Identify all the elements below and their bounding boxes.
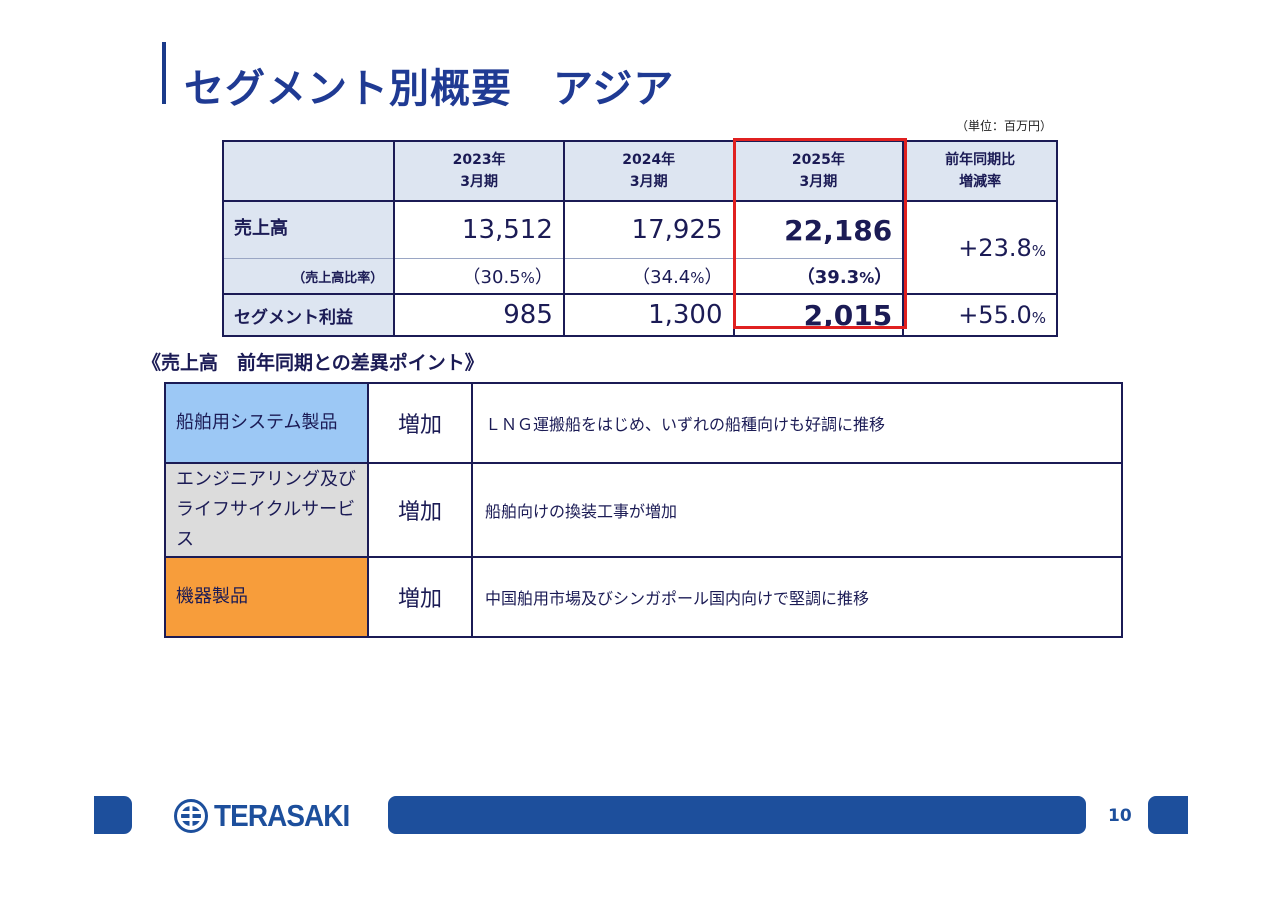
category-equipment: 機器製品 [164, 556, 369, 638]
category-marine-systems: 船舶用システム製品 [164, 382, 369, 464]
fy2025-highlight-box [733, 138, 907, 329]
segment-profit-fy2024: 1,300 [562, 293, 735, 337]
category-engineering-lifecycle: エンジニアリング及び ライフサイクルサービス [164, 462, 369, 558]
segment-profit-fy2023: 985 [393, 293, 565, 337]
unit-note: （単位：百万円） [956, 119, 1053, 133]
table-header-row: 2023年 3月期 2024年 3月期 2025年 3月期 前年同期比 増減率 [221, 140, 1058, 202]
title-accent-bar [162, 42, 166, 104]
financial-table: 2023年 3月期 2024年 3月期 2025年 3月期 前年同期比 増減率 売上高 … [221, 140, 1058, 337]
segment-profit-label: セグメント利益 [221, 293, 396, 337]
terasaki-logo: TERASAKI [174, 798, 364, 834]
header-empty [221, 140, 396, 202]
sales-change: +23.8% [902, 200, 1058, 295]
sales-fy2025: 22,186 [732, 200, 905, 259]
point-description: 船舶向けの換装工事が増加 [471, 462, 1123, 558]
logo-text: TERASAKI [214, 798, 350, 833]
section-title: 《売上高 前年同期との差異ポイント》 [142, 352, 484, 374]
table-row-ratio: （売上高比率） （30.5%） （34.4%） （39.3%） [221, 258, 1057, 295]
footer-bar [388, 796, 1086, 834]
footer-right-block [1148, 796, 1188, 834]
header-fy2024: 2024年 3月期 [562, 140, 735, 202]
header-fy2023: 2023年 3月期 [393, 140, 565, 202]
sales-fy2024: 17,925 [562, 200, 735, 259]
table-row: 機器製品 増加 中国舶用市場及びシンガポール国内向けで堅調に推移 [164, 556, 1123, 638]
change-word: 増加 [367, 462, 473, 558]
table-row: エンジニアリング及び ライフサイクルサービス 増加 船舶向けの換装工事が増加 [164, 462, 1123, 558]
table-row: 船舶用システム製品 増加 ＬＮＧ運搬船をはじめ、いずれの船種向けも好調に推移 [164, 382, 1123, 464]
footer-left-block [94, 796, 132, 834]
sales-fy2023: 13,512 [393, 200, 565, 259]
header-yoy-change: 前年同期比 増減率 [902, 140, 1058, 202]
page-title: セグメント別概要 アジア [184, 66, 675, 112]
page-number: 10 [1108, 806, 1132, 826]
table-row-segment-profit: セグメント利益 985 1,300 2,015 +55.0% [221, 293, 1058, 337]
points-table: 船舶用システム製品 増加 ＬＮＧ運搬船をはじめ、いずれの船種向けも好調に推移 エ… [164, 382, 1123, 638]
header-fy2025: 2025年 3月期 [732, 140, 905, 202]
change-word: 増加 [367, 382, 473, 464]
point-description: ＬＮＧ運搬船をはじめ、いずれの船種向けも好調に推移 [471, 382, 1123, 464]
change-word: 増加 [367, 556, 473, 638]
terasaki-emblem-icon [174, 799, 208, 833]
ratio-label: （売上高比率） [221, 258, 396, 295]
sales-label: 売上高 [221, 200, 396, 259]
segment-profit-change: +55.0% [902, 293, 1058, 337]
ratio-fy2023: （30.5%） [393, 258, 565, 295]
table-row-sales: 売上高 13,512 17,925 22,186 +23.8% [221, 200, 1058, 295]
ratio-fy2024: （34.4%） [562, 258, 735, 295]
point-description: 中国舶用市場及びシンガポール国内向けで堅調に推移 [471, 556, 1123, 638]
